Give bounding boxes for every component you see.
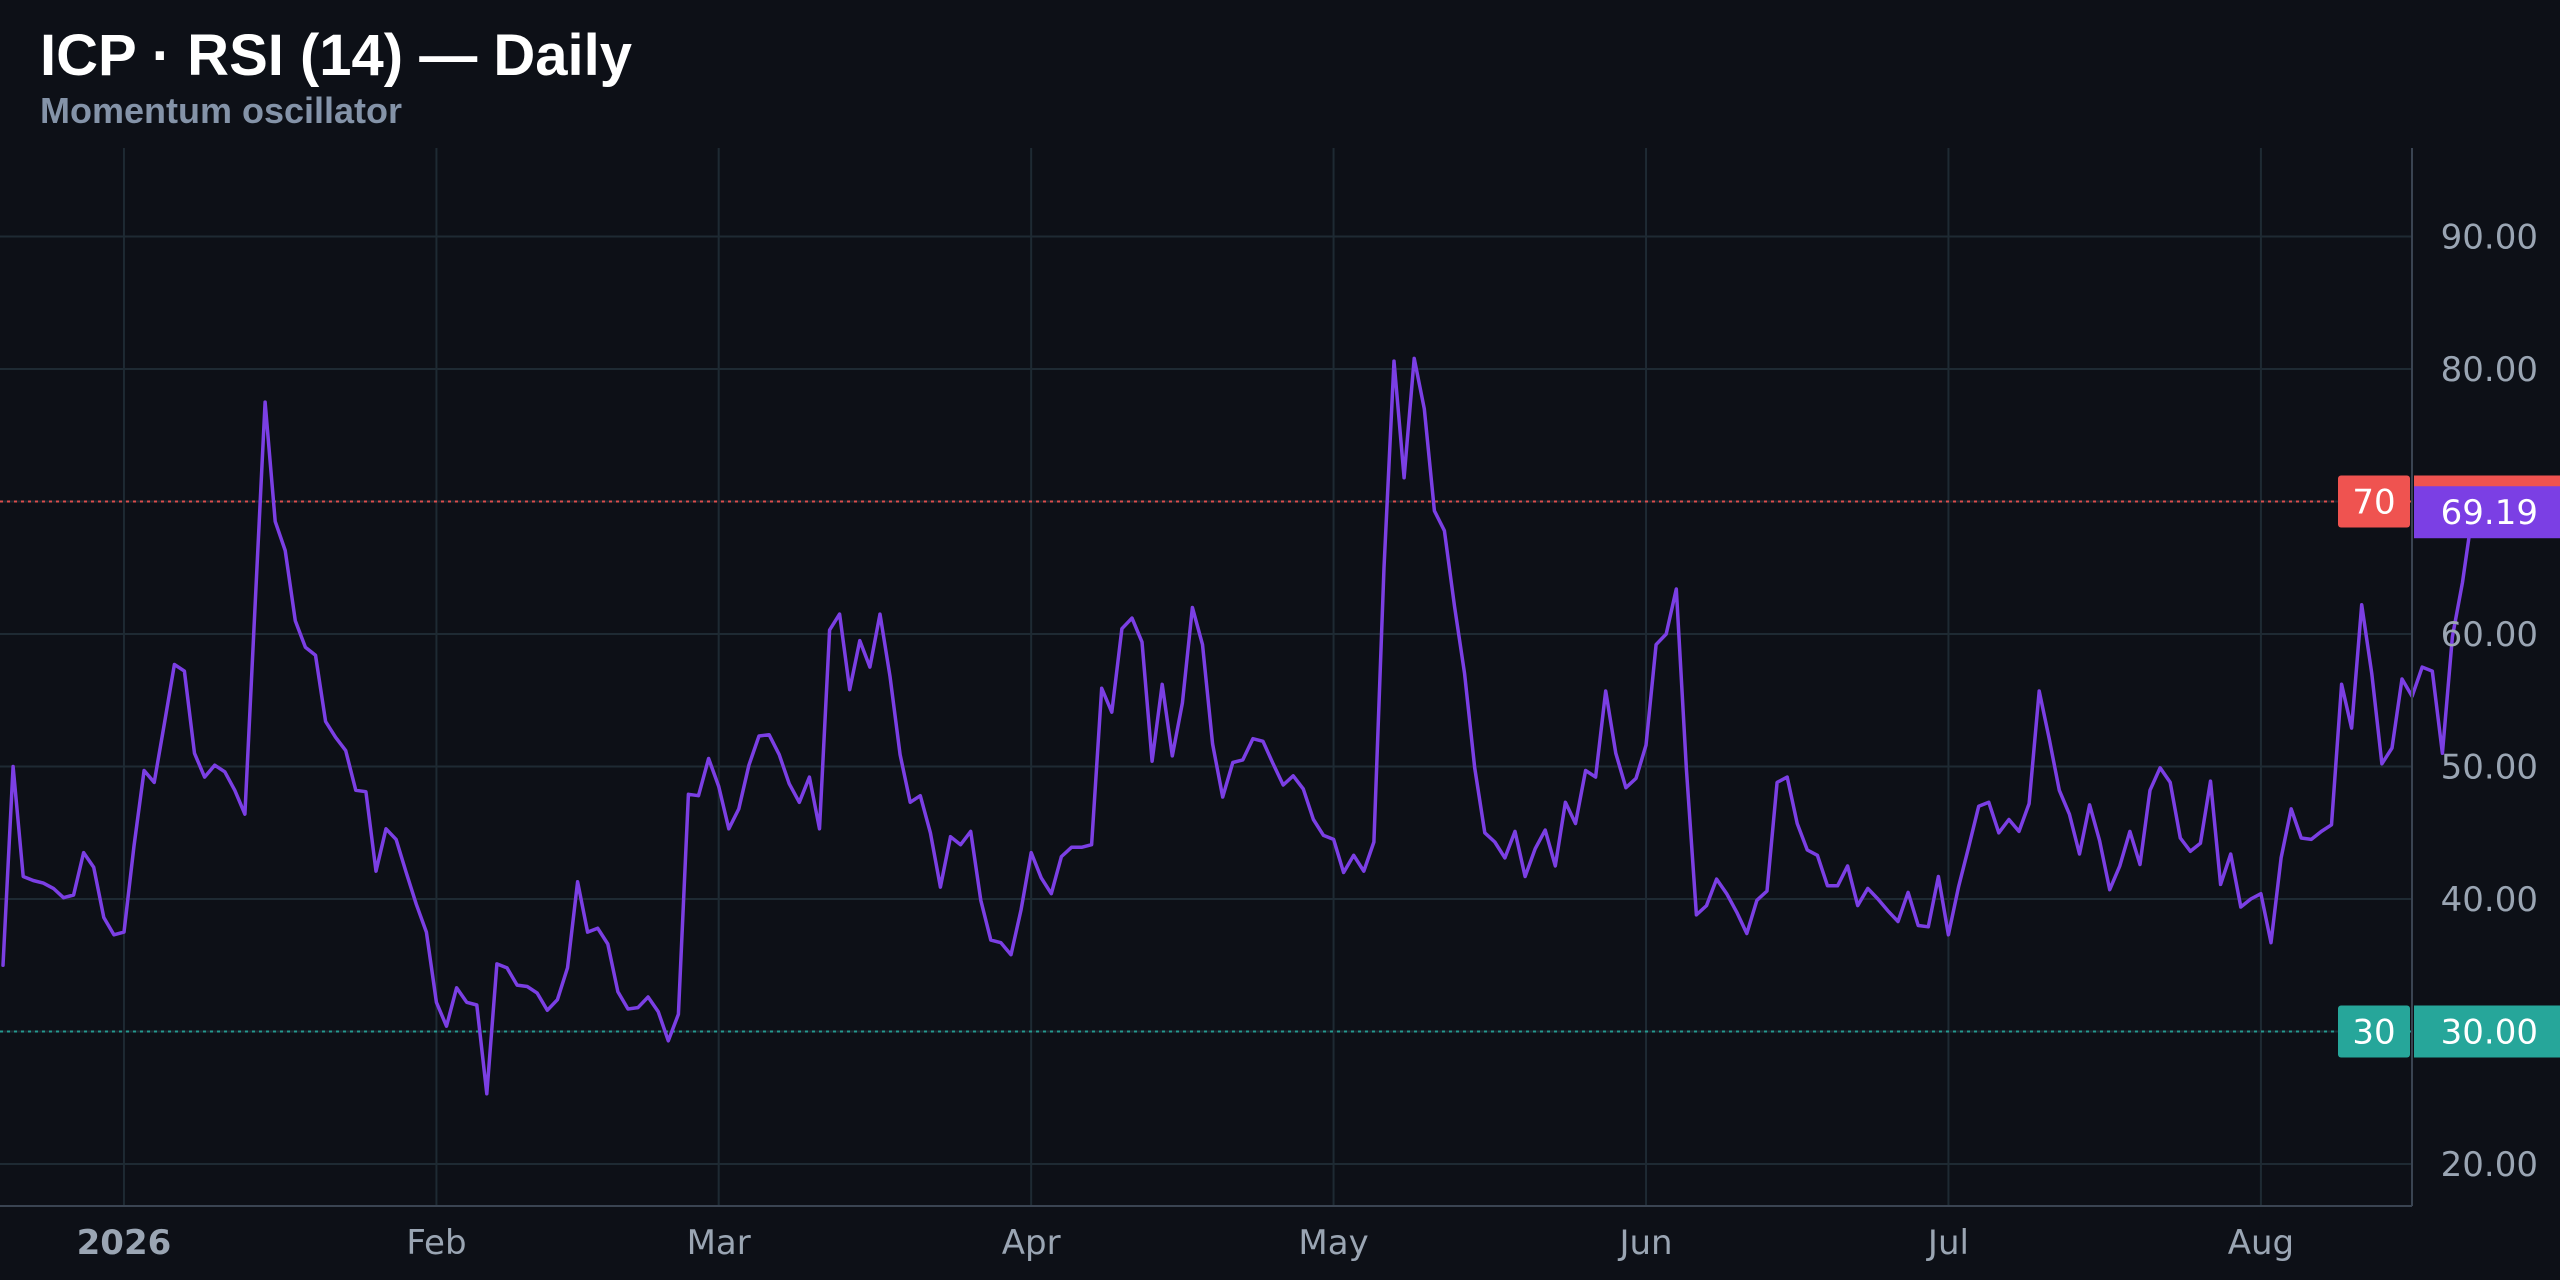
last-value-label: 69.19 (2441, 493, 2538, 533)
x-tick-label: Aug (2228, 1223, 2294, 1263)
reference-value-30: 30.00 (2441, 1013, 2538, 1053)
x-tick-label: Apr (1002, 1223, 1061, 1263)
rsi-series-line (1, 356, 2475, 1096)
chart-header: ICP · RSI (14) — Daily Momentum oscillat… (40, 22, 632, 132)
x-tick-label: Feb (406, 1223, 466, 1263)
y-tick-label: 40.00 (2441, 880, 2538, 920)
reference-badge-30 (2338, 1005, 2410, 1058)
reference-lines (0, 500, 2412, 1033)
series-layer (1, 356, 2475, 1096)
x-tick-label: 2026 (77, 1223, 172, 1263)
reference-badge-70 (2338, 475, 2410, 528)
x-tick-label: May (1298, 1223, 1368, 1263)
x-tick-label: Jun (1617, 1223, 1672, 1263)
axes: 20.00 30.00 40.00 50.00 60.00 80.00 90.00 2026 F… (0, 148, 2538, 1263)
x-tick-label: Jul (1926, 1223, 1969, 1263)
chart-title: ICP · RSI (14) — Daily (40, 23, 632, 88)
y-tick-label: 60.00 (2441, 615, 2538, 655)
x-tick-label: Mar (687, 1223, 751, 1263)
chart-subtitle: Momentum oscillator (40, 90, 403, 131)
y-tick-label: 80.00 (2441, 350, 2538, 390)
reference-value-badge-30 (2414, 1005, 2560, 1058)
y-tick-label: 20.00 (2441, 1145, 2538, 1185)
reference-label-30: 30 (2352, 1013, 2395, 1053)
y-tick-label: 50.00 (2441, 748, 2538, 788)
last-value-badge (2414, 486, 2560, 539)
y-tick-label: 90.00 (2441, 218, 2538, 258)
reference-label-70: 70 (2352, 483, 2395, 523)
